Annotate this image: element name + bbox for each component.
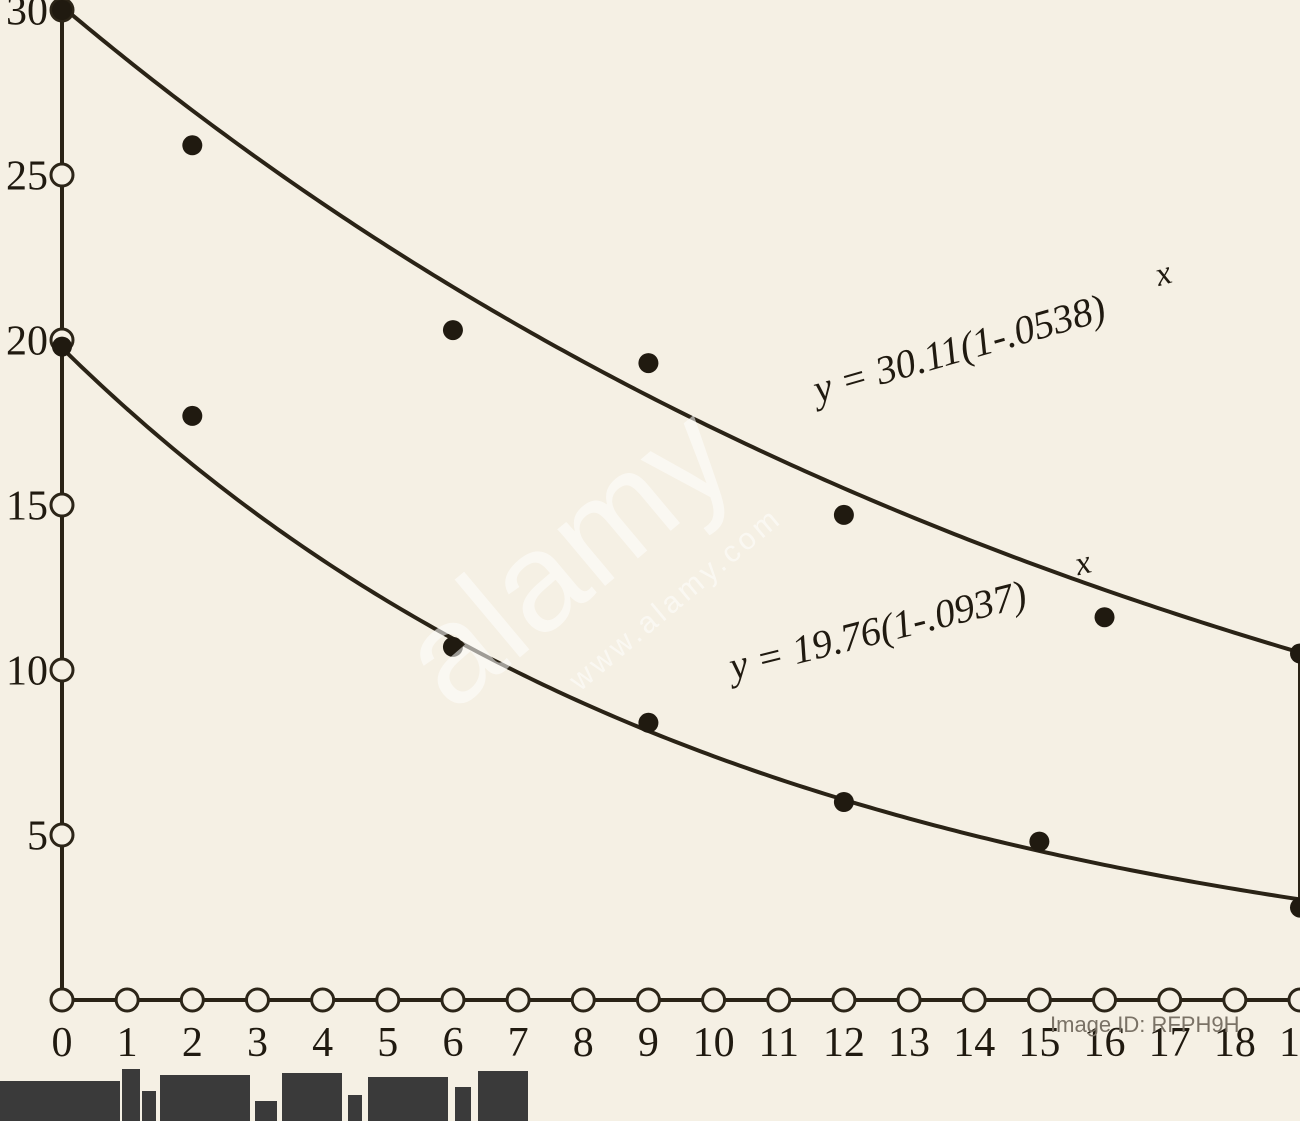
strip-bar — [282, 1073, 342, 1121]
x-tick-label: 4 — [312, 1020, 333, 1066]
x-tick-label: 13 — [888, 1020, 930, 1066]
data-point-lower — [443, 637, 463, 657]
x-tick-marker — [1224, 989, 1246, 1011]
image-id-label: Image ID: RFPH9H — [1050, 1012, 1240, 1038]
chart-svg: 0123456789101112131415161718195101520253… — [0, 0, 1300, 1121]
curve-lower — [62, 348, 1300, 900]
data-point-lower — [52, 337, 72, 357]
strip-bar — [142, 1091, 156, 1121]
x-tick-marker — [898, 989, 920, 1011]
curve-upper — [62, 6, 1300, 652]
y-tick-label: 30 — [6, 0, 48, 35]
x-tick-marker — [1159, 989, 1181, 1011]
y-tick-marker — [51, 659, 73, 681]
x-tick-marker — [312, 989, 334, 1011]
strip-bar — [255, 1101, 277, 1121]
data-point-lower — [1290, 898, 1300, 918]
x-tick-marker — [833, 989, 855, 1011]
y-tick-marker — [51, 494, 73, 516]
x-tick-marker — [768, 989, 790, 1011]
x-tick-label: 2 — [182, 1020, 203, 1066]
x-tick-marker — [1094, 989, 1116, 1011]
strip-bar — [455, 1087, 471, 1121]
x-tick-label: 5 — [377, 1020, 398, 1066]
y-tick-label: 10 — [6, 649, 48, 695]
strip-bar — [160, 1075, 250, 1121]
x-tick-marker — [116, 989, 138, 1011]
strip-bar — [478, 1071, 528, 1121]
bottom-decorative-strip — [0, 1065, 540, 1121]
data-point-upper — [182, 135, 202, 155]
data-point-upper — [443, 320, 463, 340]
x-tick-label: 0 — [52, 1020, 73, 1066]
y-tick-label: 5 — [27, 814, 48, 860]
curve-exponent-upper: x — [1150, 254, 1176, 294]
x-tick-marker — [442, 989, 464, 1011]
x-tick-marker — [1289, 989, 1300, 1011]
data-point-lower — [638, 713, 658, 733]
data-point-upper — [638, 353, 658, 373]
x-tick-marker — [507, 989, 529, 1011]
chart-container: 0123456789101112131415161718195101520253… — [0, 0, 1300, 1121]
x-tick-label: 3 — [247, 1020, 268, 1066]
x-tick-marker — [572, 989, 594, 1011]
data-point-upper — [834, 505, 854, 525]
data-point-upper — [1095, 607, 1115, 627]
strip-bar — [122, 1069, 140, 1121]
x-tick-marker — [181, 989, 203, 1011]
x-tick-label: 9 — [638, 1020, 659, 1066]
x-tick-marker — [246, 989, 268, 1011]
x-tick-label: 14 — [953, 1020, 995, 1066]
x-tick-label: 1 — [117, 1020, 138, 1066]
x-tick-marker — [637, 989, 659, 1011]
curve-label-upper: y = 30.11(1-.0538) x — [801, 254, 1181, 412]
y-tick-label: 20 — [6, 319, 48, 365]
data-point-upper — [52, 0, 72, 20]
x-tick-marker — [51, 989, 73, 1011]
data-point-lower — [182, 406, 202, 426]
strip-bar — [368, 1077, 448, 1121]
y-tick-marker — [51, 164, 73, 186]
y-tick-marker — [51, 824, 73, 846]
x-tick-label: 6 — [442, 1020, 463, 1066]
x-tick-marker — [703, 989, 725, 1011]
y-tick-label: 15 — [6, 484, 48, 530]
data-point-upper — [1290, 644, 1300, 664]
x-tick-label: 12 — [823, 1020, 865, 1066]
data-point-lower — [834, 792, 854, 812]
data-point-lower — [1029, 832, 1049, 852]
x-tick-marker — [1028, 989, 1050, 1011]
curve-equation-lower: y = 19.76(1-.0937) — [721, 571, 1031, 689]
x-tick-label: 8 — [573, 1020, 594, 1066]
x-tick-marker — [963, 989, 985, 1011]
strip-bar — [348, 1095, 362, 1121]
strip-bar — [0, 1081, 120, 1121]
y-tick-label: 25 — [6, 154, 48, 200]
x-tick-label: 11 — [759, 1020, 799, 1066]
x-tick-label: 7 — [508, 1020, 529, 1066]
curve-equation-upper: y = 30.11(1-.0538) — [804, 285, 1110, 413]
x-tick-label: 19 — [1279, 1020, 1300, 1066]
x-tick-marker — [377, 989, 399, 1011]
x-tick-label: 10 — [693, 1020, 735, 1066]
